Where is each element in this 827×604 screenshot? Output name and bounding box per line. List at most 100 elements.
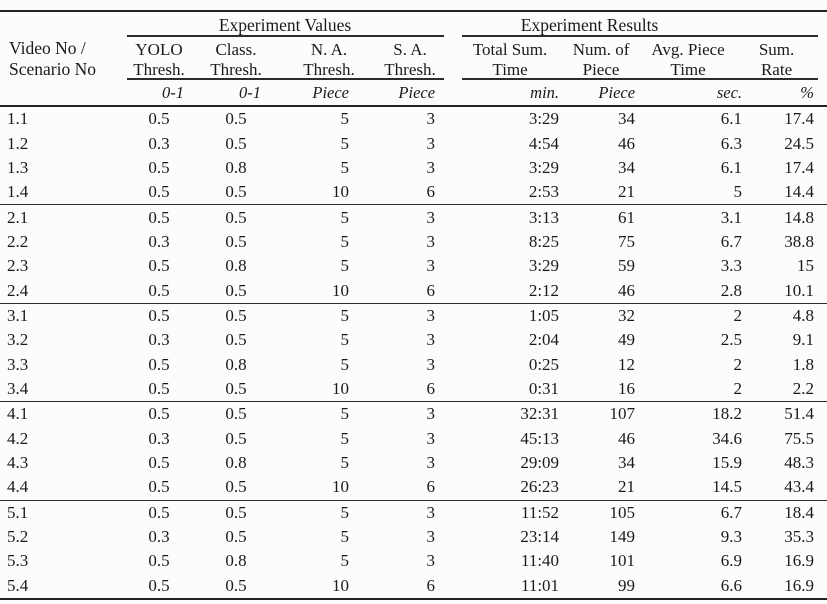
cell-video-scenario-no: 2.2	[7, 231, 29, 251]
cell-total-sum-time: 26:23	[452, 475, 569, 501]
cell-sum-rate: 15	[797, 256, 815, 276]
cell-sa-thresh: 3	[426, 452, 436, 472]
cell-total-sum-time: 11:01	[452, 573, 569, 600]
table-row: 4.4 0.5 0.5 10 6 26:23 21 14.5 43.4	[0, 475, 827, 501]
cell-sum-rate: 18.4	[784, 502, 815, 522]
unit-na-thresh: Piece	[272, 81, 368, 107]
cell-na-thresh: 10	[272, 573, 368, 600]
cell-yolo-thresh: 0.3	[148, 428, 170, 448]
table-row: 1.1 0.5 0.5 5 3 3:29 34 6.1 17.4	[0, 106, 827, 131]
cell-sa-thresh: 3	[426, 330, 436, 350]
cell-yolo-thresh: 0.5	[148, 157, 170, 177]
column-header-row: YOLO Thresh. Class. Thresh. N. A. Thresh…	[0, 38, 827, 81]
cell-num-of-piece: 101	[609, 551, 636, 571]
cell-total-sum-time: 32:31	[520, 404, 560, 424]
cell-yolo-thresh: 0.5	[148, 354, 170, 374]
cell-total-sum-time: 2:12	[452, 278, 569, 304]
cell-avg-piece-time: 15.9	[712, 452, 743, 472]
header-line: Num. of	[572, 40, 630, 59]
cell-num-of-piece: 32	[618, 305, 636, 325]
cell-sa-thresh: 3	[426, 133, 436, 153]
cell-sa-thresh: 3	[426, 404, 436, 424]
column-header-num-of-piece: Num. of Piece	[568, 38, 648, 81]
cell-sum-rate: 35.3	[784, 527, 815, 547]
cell-yolo-thresh: 0.3	[148, 133, 170, 153]
cell-class-thresh: 0.5	[225, 502, 247, 522]
cell-na-thresh: 5	[340, 428, 350, 448]
table-row: 2.1 0.5 0.5 5 3 3:13 61 3.1 14.8	[0, 205, 827, 230]
cell-na-thresh: 5	[340, 305, 350, 325]
cell-avg-piece-time: 2	[733, 354, 743, 374]
cell-num-of-piece: 59	[618, 256, 636, 276]
row-header-line2: Scenario No	[9, 58, 96, 79]
cell-avg-piece-time: 2	[733, 305, 743, 325]
cell-sa-thresh: 3	[426, 256, 436, 276]
cell-total-sum-time: 8:25	[528, 231, 560, 251]
cell-yolo-thresh: 0.5	[148, 502, 170, 522]
header-line: Sum.	[758, 40, 795, 59]
header-line: Thresh.	[210, 59, 262, 79]
cell-sum-rate: 14.8	[784, 207, 815, 227]
header-line: Piece	[582, 59, 620, 79]
cell-sa-thresh: 6	[368, 376, 453, 403]
cell-na-thresh: 5	[340, 527, 350, 547]
experiment-table: Video No / Scenario No Experiment Values…	[0, 10, 827, 600]
cell-num-of-piece: 61	[618, 207, 636, 227]
cell-video-scenario-no: 1.3	[7, 157, 29, 177]
cell-avg-piece-time: 2	[648, 376, 749, 403]
cell-avg-piece-time: 14.5	[648, 475, 749, 501]
header-line: Thresh.	[133, 59, 185, 79]
table-row: 1.2 0.3 0.5 5 3 4:54 46 6.3 24.5	[0, 131, 827, 155]
cell-class-thresh: 0.8	[225, 354, 247, 374]
cell-na-thresh: 5	[340, 157, 350, 177]
cell-num-of-piece: 49	[618, 330, 636, 350]
table-row: 1.3 0.5 0.8 5 3 3:29 34 6.1 17.4	[0, 156, 827, 180]
cell-class-thresh: 0.5	[200, 376, 272, 403]
cell-class-thresh: 0.5	[225, 404, 247, 424]
cell-total-sum-time: 23:14	[520, 527, 560, 547]
cell-sum-rate: 75.5	[784, 428, 815, 448]
cell-avg-piece-time: 6.3	[720, 133, 743, 153]
cell-avg-piece-time: 2.8	[648, 278, 749, 304]
cell-total-sum-time: 0:31	[452, 376, 569, 403]
cell-sa-thresh: 3	[426, 157, 436, 177]
cell-na-thresh: 10	[272, 475, 368, 501]
cell-sum-rate: 4.8	[792, 305, 815, 325]
cell-avg-piece-time: 6.1	[720, 157, 743, 177]
cell-video-scenario-no: 4.2	[7, 428, 29, 448]
cell-class-thresh: 0.5	[225, 527, 247, 547]
cell-na-thresh: 10	[272, 278, 368, 304]
column-header-total-sum-time: Total Sum. Time	[452, 38, 568, 81]
group-header-row: Video No / Scenario No Experiment Values…	[0, 10, 827, 107]
unit-class-thresh: 0-1	[200, 81, 272, 107]
cell-yolo-thresh: 0.3	[148, 231, 170, 251]
cell-yolo-thresh: 0.5	[118, 278, 200, 304]
header-line: Thresh.	[384, 59, 436, 79]
cell-sa-thresh: 3	[426, 207, 436, 227]
rule-above-units-values	[127, 78, 444, 80]
cell-sum-rate: 17.4	[784, 157, 815, 177]
table-row: 3.2 0.3 0.5 5 3 2:04 49 2.5 9.1	[0, 328, 827, 352]
cell-total-sum-time: 4:54	[528, 133, 560, 153]
column-header-yolo-thresh: YOLO Thresh.	[118, 38, 200, 81]
table-row: 2.4 0.5 0.5 10 6 2:12 46 2.8 10.1	[0, 278, 827, 304]
cell-yolo-thresh: 0.5	[148, 109, 170, 129]
cell-sa-thresh: 6	[368, 180, 453, 206]
cell-num-of-piece: 12	[618, 354, 636, 374]
cell-sum-rate: 1.8	[792, 354, 815, 374]
unit-yolo-thresh: 0-1	[118, 81, 200, 107]
cell-na-thresh: 5	[340, 404, 350, 424]
cell-class-thresh: 0.8	[225, 452, 247, 472]
cell-num-of-piece: 21	[568, 180, 649, 206]
cell-sum-rate: 48.3	[784, 452, 815, 472]
cell-video-scenario-no: 5.4	[0, 573, 118, 600]
cell-video-scenario-no: 5.2	[7, 527, 29, 547]
cell-num-of-piece: 34	[618, 452, 636, 472]
cell-class-thresh: 0.5	[200, 180, 272, 206]
cell-sa-thresh: 6	[368, 475, 453, 501]
row-header-video-scenario: Video No / Scenario No	[0, 10, 118, 107]
cell-yolo-thresh: 0.5	[148, 452, 170, 472]
cell-yolo-thresh: 0.5	[148, 551, 170, 571]
cell-sum-rate: 16.9	[784, 551, 815, 571]
unit-total-sum-time: min.	[452, 81, 569, 107]
